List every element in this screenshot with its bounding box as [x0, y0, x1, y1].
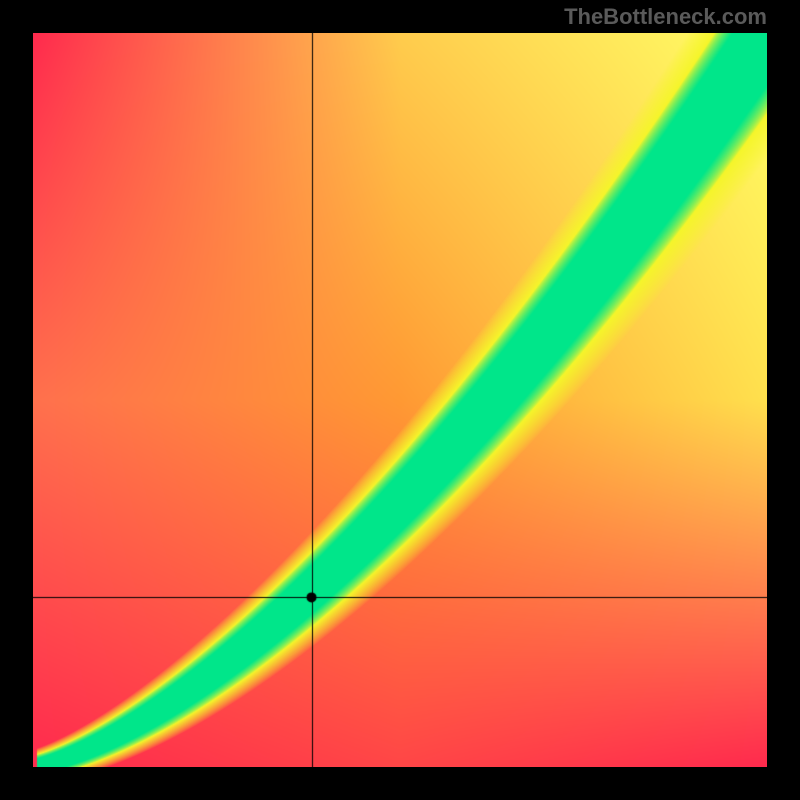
- watermark-text: TheBottleneck.com: [564, 4, 767, 30]
- chart-container: TheBottleneck.com: [0, 0, 800, 800]
- bottleneck-heatmap: [33, 33, 767, 767]
